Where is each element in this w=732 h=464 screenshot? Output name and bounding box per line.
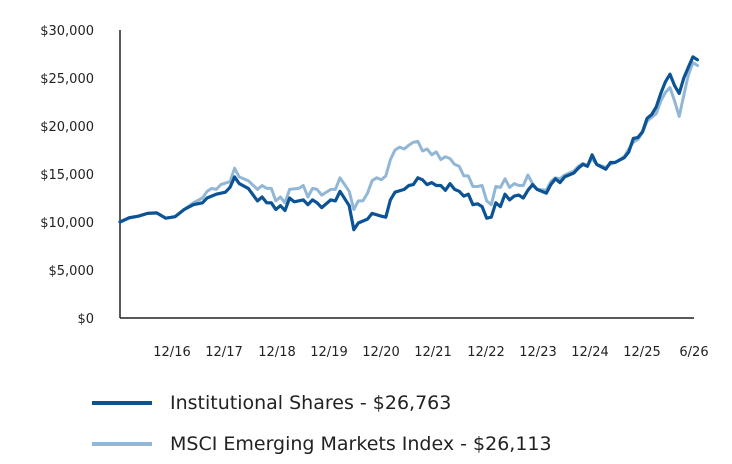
legend-label-msci: MSCI Emerging Markets Index - $26,113 (170, 432, 552, 455)
legend-swatch-institutional (92, 400, 152, 405)
x-tick-label: 12/20 (362, 345, 399, 360)
line-chart: $0 $5,000 $10,000 $15,000 $20,000 $25,000 $30,… (40, 24, 708, 360)
x-axis-ticks: 12/16 12/17 12/18 12/19 12/20 12/21 12/22 12/23… (153, 345, 708, 360)
y-tick-label: $20,000 (40, 120, 94, 135)
x-tick-label: 12/23 (519, 345, 556, 360)
x-tick-label: 12/17 (205, 345, 242, 360)
x-tick-label: 12/16 (153, 345, 190, 360)
x-tick-label: 12/21 (414, 345, 451, 360)
x-tick-label: 12/18 (258, 345, 295, 360)
x-tick-label: 6/26 (679, 345, 708, 360)
y-tick-label: $25,000 (40, 72, 94, 87)
y-tick-label: $5,000 (49, 264, 95, 279)
x-tick-label: 12/19 (310, 345, 347, 360)
legend-swatch-msci (92, 441, 152, 446)
legend: Institutional Shares - $26,763 MSCI Emer… (92, 382, 552, 464)
legend-item-institutional: Institutional Shares - $26,763 (92, 382, 552, 423)
x-tick-label: 12/25 (623, 345, 660, 360)
y-tick-label: $30,000 (40, 24, 94, 39)
y-axis-ticks: $0 $5,000 $10,000 $15,000 $20,000 $25,000 $30,… (40, 24, 94, 327)
series-layer (118, 55, 700, 232)
series-line-institutional (118, 55, 700, 232)
x-tick-label: 12/24 (571, 345, 608, 360)
y-tick-label: $15,000 (40, 168, 94, 183)
legend-item-msci: MSCI Emerging Markets Index - $26,113 (92, 423, 552, 464)
legend-label-institutional: Institutional Shares - $26,763 (170, 391, 452, 414)
y-tick-label: $10,000 (40, 216, 94, 231)
x-tick-label: 12/22 (467, 345, 504, 360)
y-tick-label: $0 (77, 312, 94, 327)
